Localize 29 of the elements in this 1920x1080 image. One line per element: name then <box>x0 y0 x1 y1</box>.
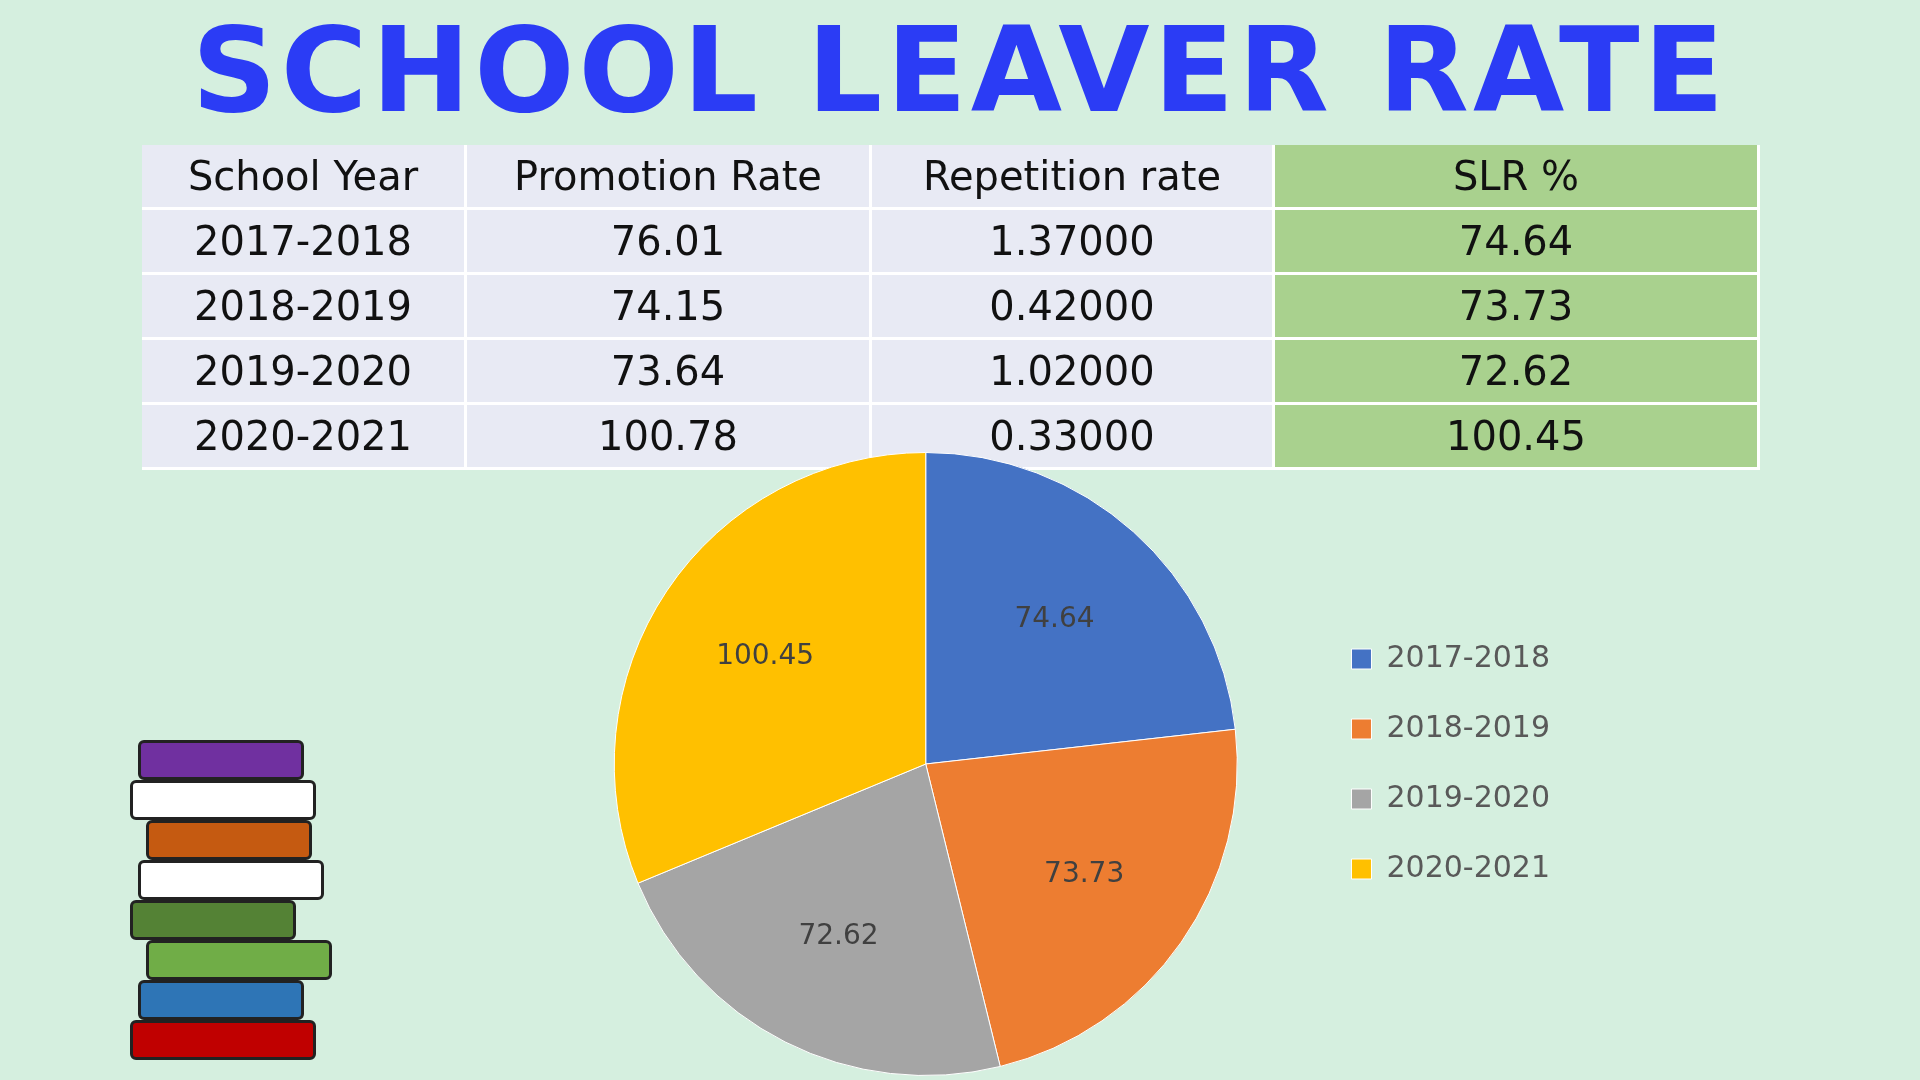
y-tick-label: 2019-2020 <box>142 340 467 405</box>
y-tick-label: 2018-2019 <box>142 275 467 340</box>
legend-label: 2020-2021 <box>1386 848 1551 884</box>
data-label: 0.42000 <box>872 275 1275 340</box>
data-label: 72.62 <box>1275 340 1760 405</box>
y-tick-label: 2020-2021 <box>142 405 467 470</box>
data-label: 72.62 <box>798 917 879 951</box>
data-label: 73.64 <box>467 340 872 405</box>
data-label: 100.78 <box>467 405 872 470</box>
data-label: 73.73 <box>1275 275 1760 340</box>
data-label: 100.45 <box>716 637 815 671</box>
y-tick-label: 2017-2018 <box>142 210 467 275</box>
legend-label: 2018-2019 <box>1386 708 1551 744</box>
data-label: 74.64 <box>1275 210 1760 275</box>
x-tick-label: Promotion Rate <box>467 145 872 210</box>
data-label: 76.01 <box>467 210 872 275</box>
data-label: 74.64 <box>1014 601 1095 635</box>
legend-label: 2017-2018 <box>1386 638 1551 674</box>
data-label: 0.33000 <box>872 405 1275 470</box>
data-label: 73.73 <box>1044 855 1125 889</box>
data-label: 74.15 <box>467 275 872 340</box>
legend-label: 2019-2020 <box>1386 778 1551 814</box>
data-label: 1.37000 <box>872 210 1275 275</box>
y-axis-title: School Year <box>142 145 467 210</box>
data-label: 1.02000 <box>872 340 1275 405</box>
x-tick-label: Repetition rate <box>872 145 1275 210</box>
x-tick-label: SLR % <box>1275 145 1760 210</box>
chart-title: SCHOOL LEAVER RATE <box>190 0 1730 140</box>
data-label: 100.45 <box>1275 405 1760 470</box>
